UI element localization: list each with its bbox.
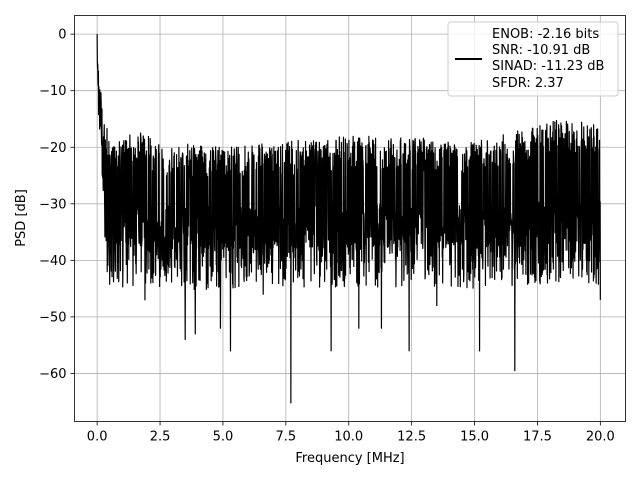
- legend-line-snr: SNR: -10.91 dB: [492, 43, 590, 58]
- legend-line-sfdr: SFDR: 2.37: [492, 76, 564, 91]
- y-tick-label: 0: [58, 28, 66, 43]
- x-tick-label: 20.0: [586, 430, 615, 445]
- y-tick-label: −10: [39, 84, 66, 99]
- x-axis-label: Frequency [MHz]: [295, 451, 404, 466]
- x-tick-label: 7.5: [275, 430, 296, 445]
- legend-box: [447, 21, 619, 97]
- psd-trace: [96, 34, 601, 404]
- plot-frame: [74, 15, 626, 422]
- y-tick-label: −40: [39, 254, 66, 269]
- x-tick-label: 2.5: [150, 430, 171, 445]
- x-axis-ticks: 0.0 2.5 5.0 7.5 10.0 12.5 15.0 17.5 20.0: [87, 421, 615, 445]
- y-tick-label: −30: [39, 197, 66, 212]
- x-tick-label: 17.5: [523, 430, 552, 445]
- y-axis-label: PSD [dB]: [14, 189, 29, 247]
- x-tick-label: 15.0: [460, 430, 489, 445]
- y-tick-label: −20: [39, 141, 66, 156]
- y-axis-ticks: 0 −10 −20 −30 −40 −50 −60: [39, 28, 75, 382]
- y-tick-label: −60: [39, 367, 66, 382]
- x-tick-label: 0.0: [87, 430, 108, 445]
- y-tick-label: −50: [39, 310, 66, 325]
- series-layer: [96, 34, 601, 404]
- legend-line-enob: ENOB: -2.16 bits: [492, 27, 599, 42]
- x-tick-label: 5.0: [213, 430, 234, 445]
- legend-line-sinad: SINAD: -11.23 dB: [492, 59, 604, 74]
- x-tick-label: 10.0: [334, 430, 363, 445]
- legend: ENOB: -2.16 bits SNR: -10.91 dB SINAD: -…: [447, 21, 619, 97]
- x-tick-label: 12.5: [397, 430, 426, 445]
